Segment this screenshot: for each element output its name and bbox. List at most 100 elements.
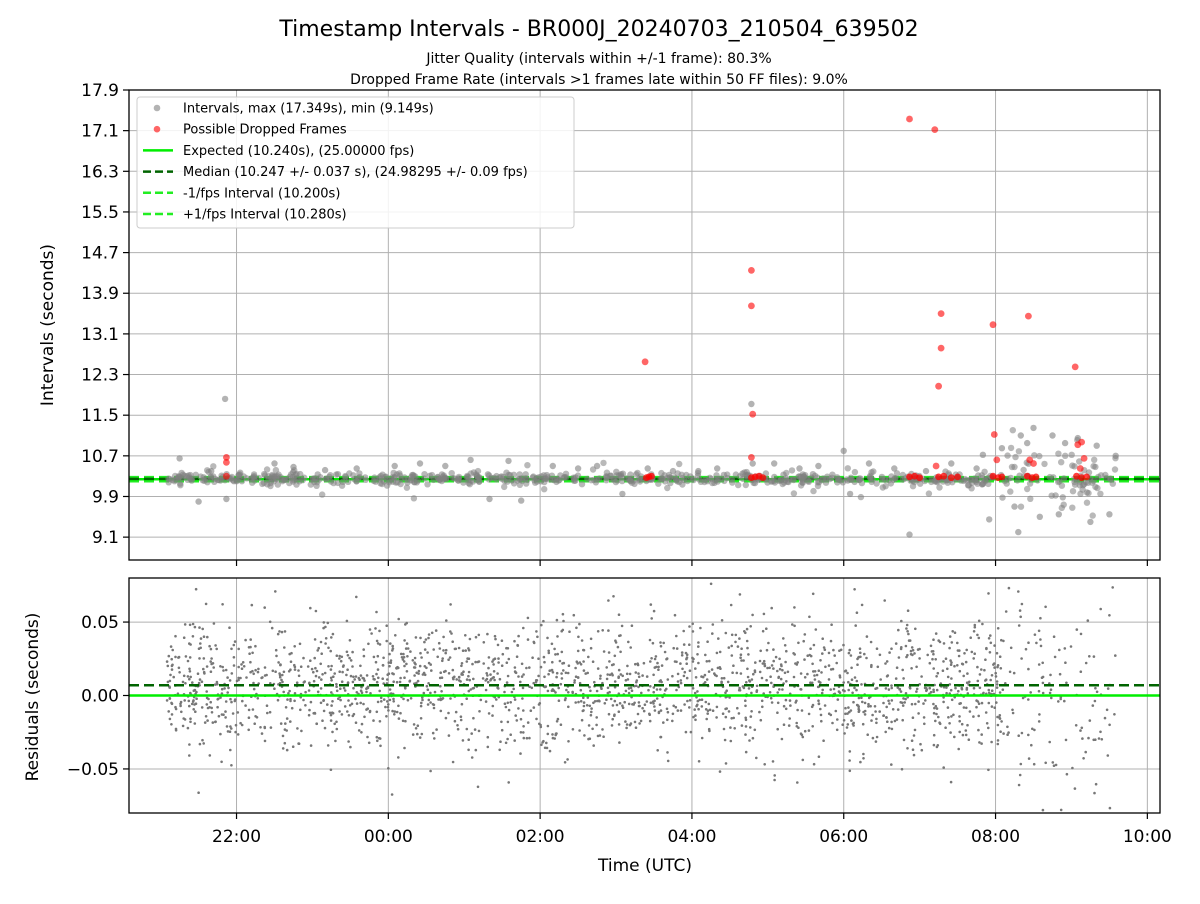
residual-point <box>820 719 823 723</box>
residual-point <box>471 687 475 690</box>
residual-point <box>551 671 555 674</box>
residual-point <box>1079 670 1083 673</box>
residual-point <box>680 651 684 654</box>
residual-point <box>169 645 173 648</box>
residual-point <box>414 636 418 639</box>
residual-point <box>520 675 524 678</box>
residual-point <box>715 674 718 678</box>
residual-point <box>934 719 937 723</box>
residual-point <box>319 687 323 690</box>
residual-point <box>674 705 678 709</box>
residual-point <box>968 710 972 713</box>
residual-point <box>965 706 968 710</box>
interval-point <box>284 475 292 482</box>
residual-point <box>388 664 391 668</box>
interval-point-18 <box>593 462 601 470</box>
residual-point <box>1011 708 1014 712</box>
residual-point <box>651 641 655 645</box>
interval-point <box>689 475 697 482</box>
residual-point <box>675 660 678 664</box>
residual-point <box>985 722 989 725</box>
residual-point <box>659 679 662 682</box>
residual-point <box>283 630 287 633</box>
residual-point <box>860 696 863 699</box>
residual-point <box>887 699 890 703</box>
residual-point <box>289 660 293 663</box>
interval-point <box>1068 451 1075 458</box>
residual-point <box>165 660 169 663</box>
residual-point <box>230 672 234 675</box>
residual-point <box>990 689 994 692</box>
interval-point <box>873 480 880 487</box>
residual-point <box>425 666 428 670</box>
residual-point <box>464 634 467 637</box>
dropped-frame-point <box>998 473 1006 481</box>
interval-point <box>501 483 508 491</box>
residual-point <box>181 680 185 684</box>
residual-point <box>857 710 861 713</box>
residual-point <box>459 715 463 718</box>
interval-point <box>356 473 363 481</box>
residual-point <box>653 657 657 661</box>
residual-point <box>230 727 233 730</box>
interval-point-31 <box>846 490 854 498</box>
residual-point <box>946 706 950 709</box>
residual-point <box>910 646 914 649</box>
residual-point <box>281 673 284 677</box>
residual-point <box>208 754 212 757</box>
residual-point <box>1114 654 1117 657</box>
residual-point <box>413 656 417 660</box>
residual-point <box>742 686 746 690</box>
interval-point <box>260 479 268 487</box>
residual-point <box>567 740 570 743</box>
residual-point <box>219 732 222 736</box>
interval-point <box>505 471 512 479</box>
residual-point <box>792 652 795 655</box>
residual-point <box>820 691 824 695</box>
residual-point <box>256 697 260 700</box>
residual-point <box>183 623 187 626</box>
residual-point <box>201 738 204 742</box>
residual-point <box>1039 616 1042 620</box>
interval-point <box>465 479 472 487</box>
residual-point <box>278 673 282 677</box>
residual-point <box>465 678 469 681</box>
interval-point <box>1071 463 1078 470</box>
residual-point <box>354 697 357 701</box>
residual-point <box>586 671 589 675</box>
residual-point <box>696 699 700 703</box>
residual-point <box>281 680 284 684</box>
residual-point <box>539 725 543 729</box>
residual-point <box>843 732 846 735</box>
residual-point <box>676 672 680 676</box>
residual-point <box>182 674 186 678</box>
residual-point <box>166 680 170 684</box>
residual-point <box>293 699 296 703</box>
residual-point <box>573 681 576 684</box>
residual-point <box>744 716 747 720</box>
interval-point-10 <box>416 460 424 467</box>
residual-point <box>563 761 567 764</box>
residual-point <box>202 667 205 671</box>
residual-point <box>786 670 790 674</box>
residual-point <box>870 719 873 722</box>
residual-point <box>858 647 862 650</box>
residual-point <box>753 728 757 732</box>
residual-point <box>515 655 519 658</box>
residual-point <box>198 678 202 681</box>
interval-point <box>1091 456 1098 463</box>
residual-point <box>1052 635 1056 638</box>
residual-point <box>613 685 617 689</box>
residual-point <box>700 736 704 740</box>
residual-point <box>168 697 172 700</box>
residual-point <box>403 639 406 642</box>
residual-point <box>321 719 324 722</box>
residual-point <box>732 664 735 667</box>
residual-point <box>1035 641 1038 645</box>
residual-point <box>237 647 240 651</box>
residual-point <box>957 747 960 751</box>
residual-point <box>389 642 392 645</box>
interval-point <box>421 475 428 482</box>
residual-point <box>340 655 344 659</box>
residual-point <box>862 752 865 756</box>
